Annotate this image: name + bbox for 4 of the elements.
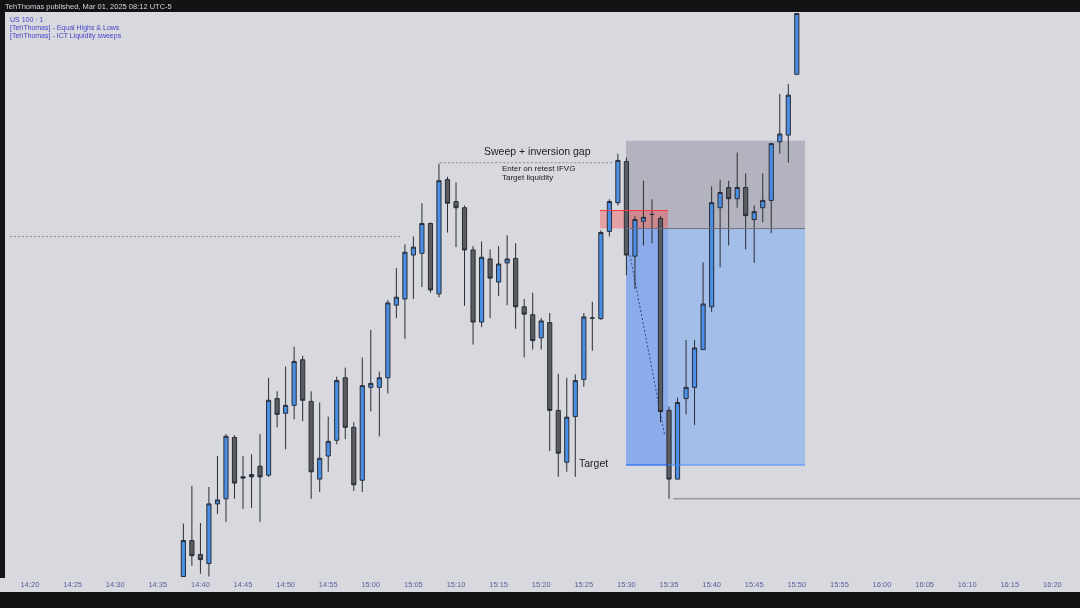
- annotation: Enter on retest IFVG: [502, 164, 576, 173]
- annotation: Target liquidity: [502, 173, 554, 182]
- annotation: Sweep + inversion gap: [484, 145, 591, 157]
- annotation: Target: [579, 457, 609, 469]
